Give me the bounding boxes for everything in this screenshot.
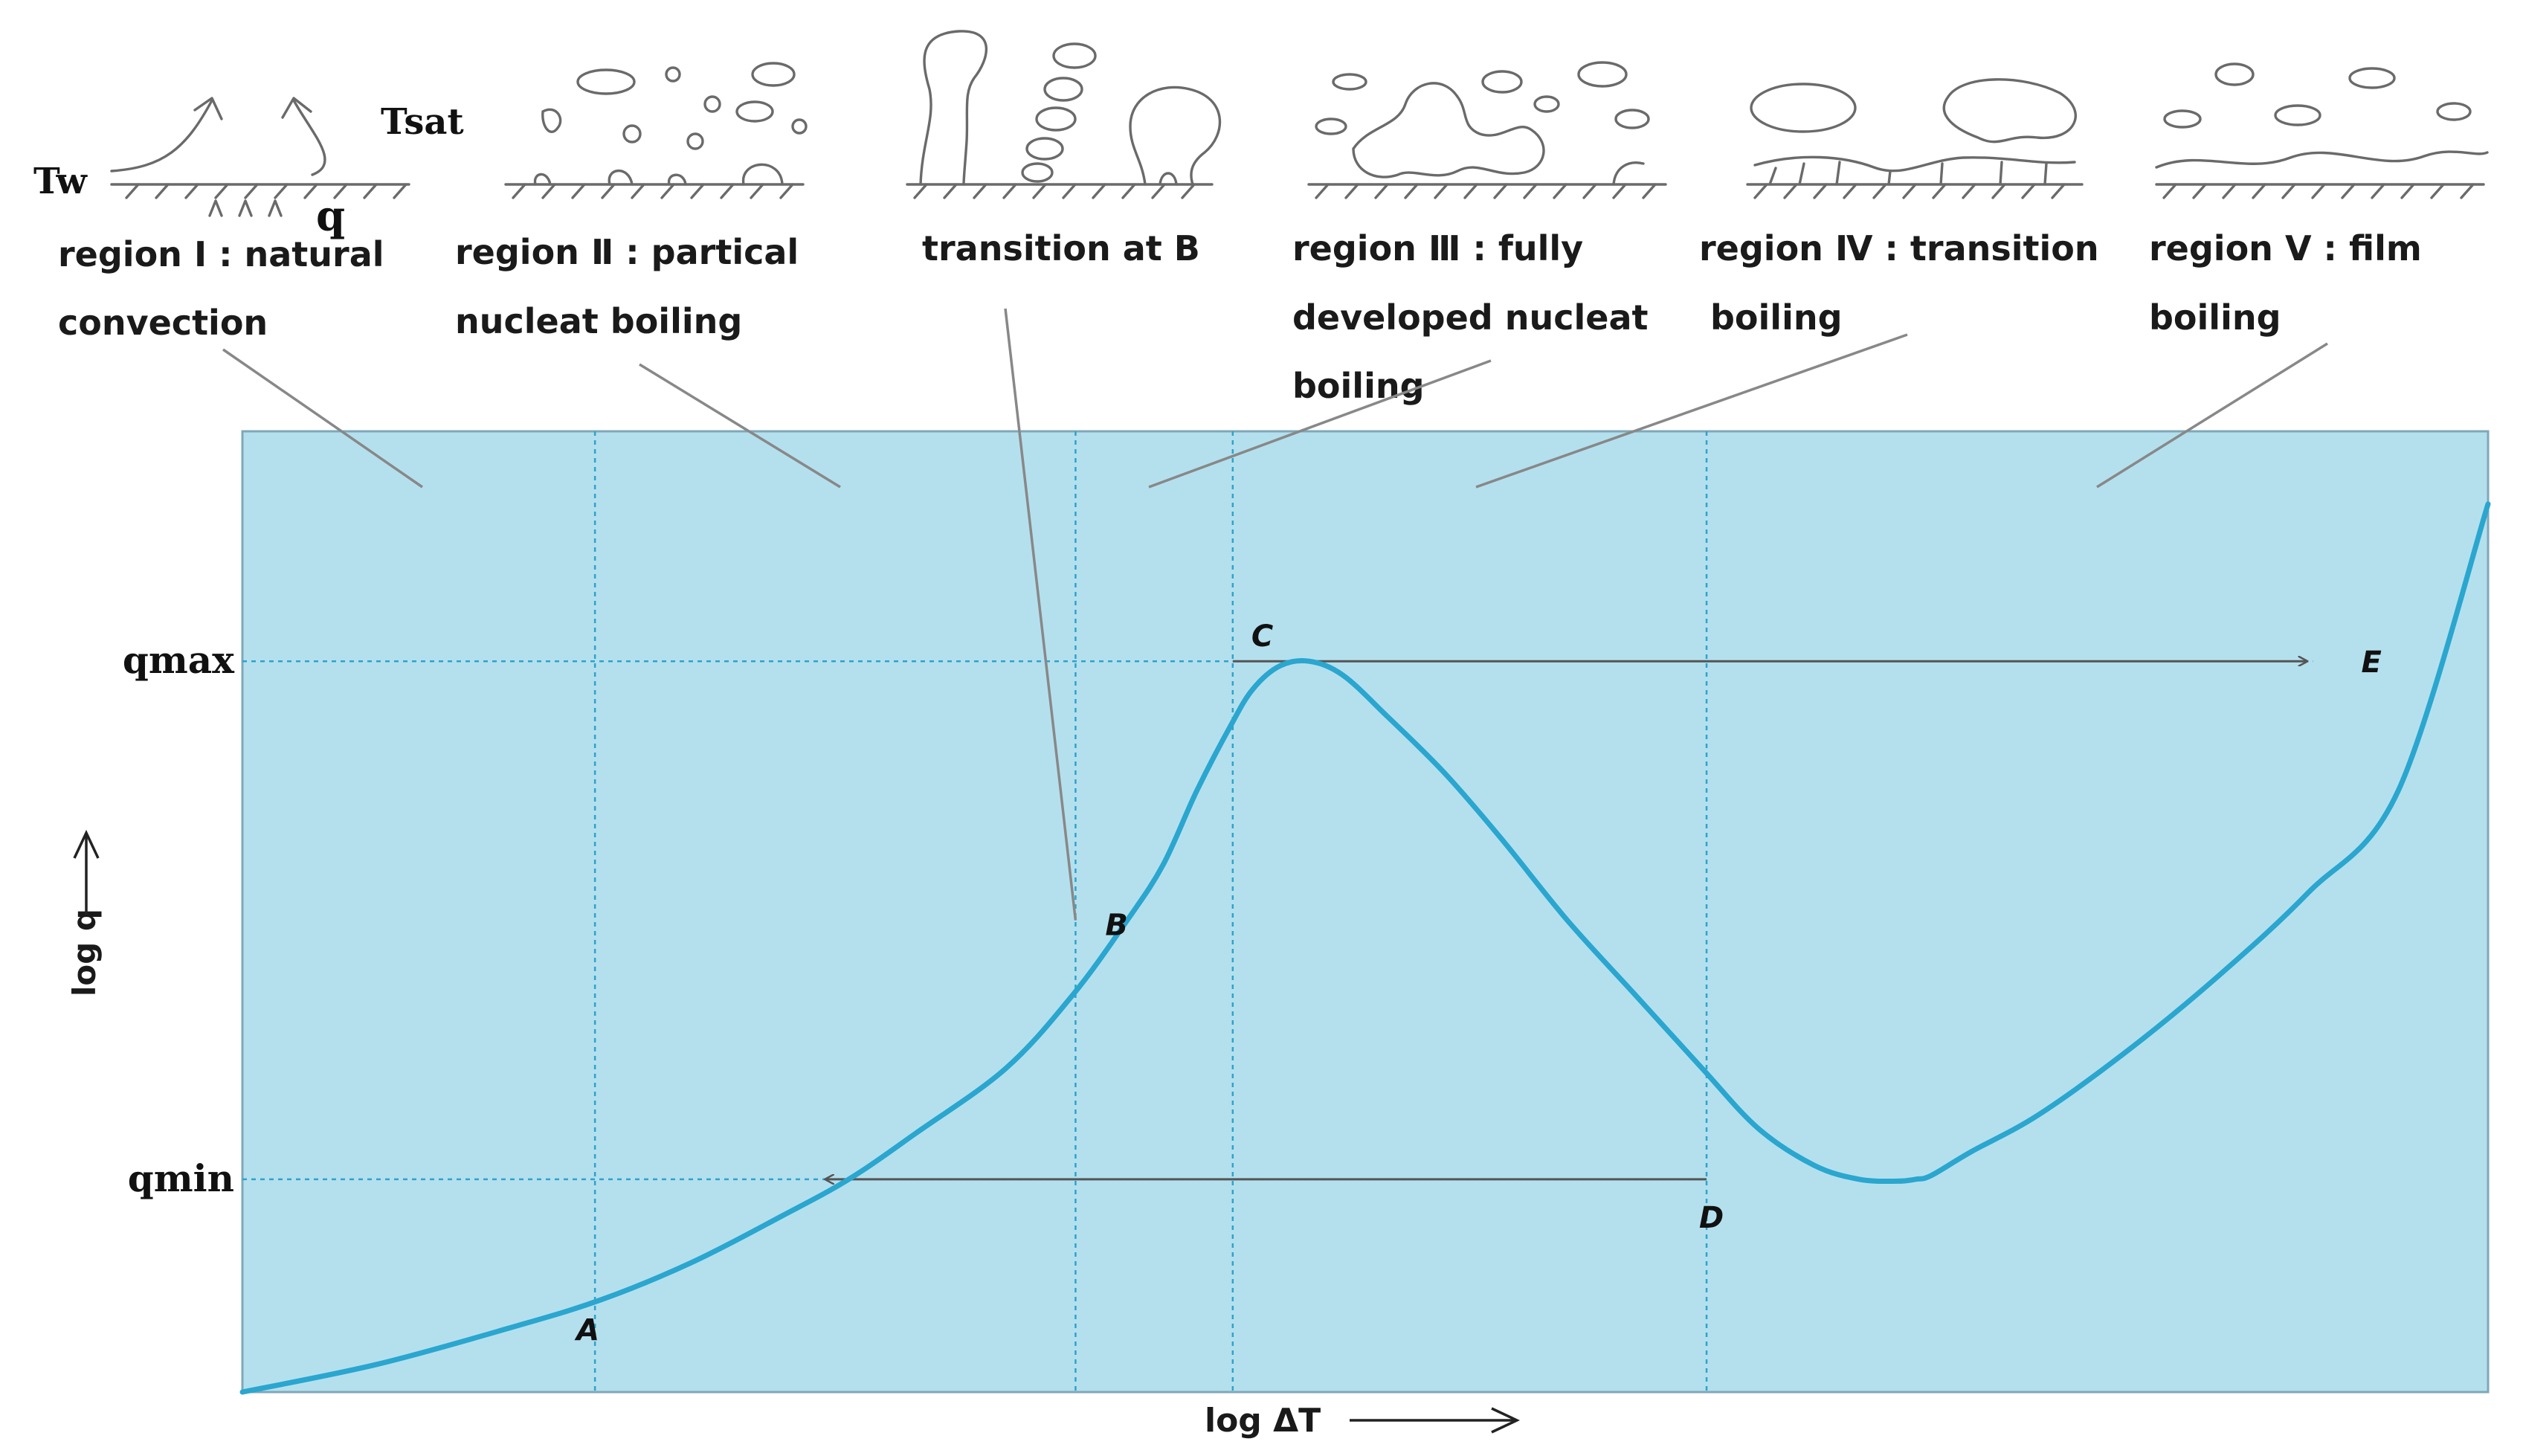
label-tw: Tw xyxy=(33,161,88,202)
sketch-fully-developed xyxy=(1307,61,1667,199)
region-5-line1: region Ⅴ : film xyxy=(2149,228,2422,268)
leader-region-2 xyxy=(639,363,841,489)
point-label-d: D xyxy=(1699,1201,1724,1235)
point-labels: A B C D E xyxy=(574,619,2382,1347)
leader-transition-b xyxy=(1004,308,1077,921)
region-labels: region Ⅰ : natural convection region Ⅱ :… xyxy=(58,228,2422,406)
leader-region-1 xyxy=(222,348,423,489)
sketch-transition-boiling xyxy=(1746,78,2084,199)
boiling-curve-line xyxy=(239,501,2491,1395)
sketch-transition-columns xyxy=(906,30,1222,199)
jump-arrows xyxy=(825,661,2307,1179)
leader-region-4 xyxy=(1475,333,1908,489)
region-2-line2: nucleat boiling xyxy=(455,301,742,341)
region-1-line2: convection xyxy=(58,303,268,343)
point-label-b: B xyxy=(1105,909,1128,943)
sketch-partial-nucleate xyxy=(504,62,808,199)
x-axis-label: log ΔT xyxy=(1205,1402,1321,1440)
region-2-line1: region Ⅱ : partical xyxy=(455,232,799,272)
label-tsat: Tsat xyxy=(381,101,464,143)
axes: qmax qmin log q log ΔT xyxy=(66,638,1517,1440)
region-3-line2: developed nucleat xyxy=(1292,297,1649,338)
leader-region-5 xyxy=(2096,342,2328,489)
transition-b-label: transition at B xyxy=(922,228,1200,268)
label-q: q xyxy=(316,192,345,241)
y-axis-label: log q xyxy=(66,909,103,996)
region-3-line3: boiling xyxy=(1292,366,1425,406)
plot-area: A B C D E xyxy=(222,308,2491,1395)
ytick-qmin: qmin xyxy=(128,1156,234,1200)
sketch-film-boiling xyxy=(2155,62,2489,199)
boiling-regime-sketches: Tw Tsat q xyxy=(33,30,2489,241)
region-3-line1: region Ⅲ : fully xyxy=(1292,228,1583,268)
point-label-e: E xyxy=(2361,645,2381,680)
region-4-line2: boiling xyxy=(1710,297,1843,338)
plot-background xyxy=(241,430,2490,1394)
point-label-c: C xyxy=(1251,619,1273,654)
region-1-line1: region Ⅰ : natural xyxy=(58,234,384,274)
ytick-qmax: qmax xyxy=(123,638,235,682)
leader-lines xyxy=(222,308,2328,921)
point-label-a: A xyxy=(574,1314,599,1348)
region-4-line1: region Ⅳ : transition xyxy=(1699,228,2099,268)
leader-region-3 xyxy=(1148,359,1492,489)
sketch-natural-convection xyxy=(110,97,410,217)
y-axis-label-group: log q xyxy=(66,909,103,996)
region-5-line2: boiling xyxy=(2149,297,2281,338)
